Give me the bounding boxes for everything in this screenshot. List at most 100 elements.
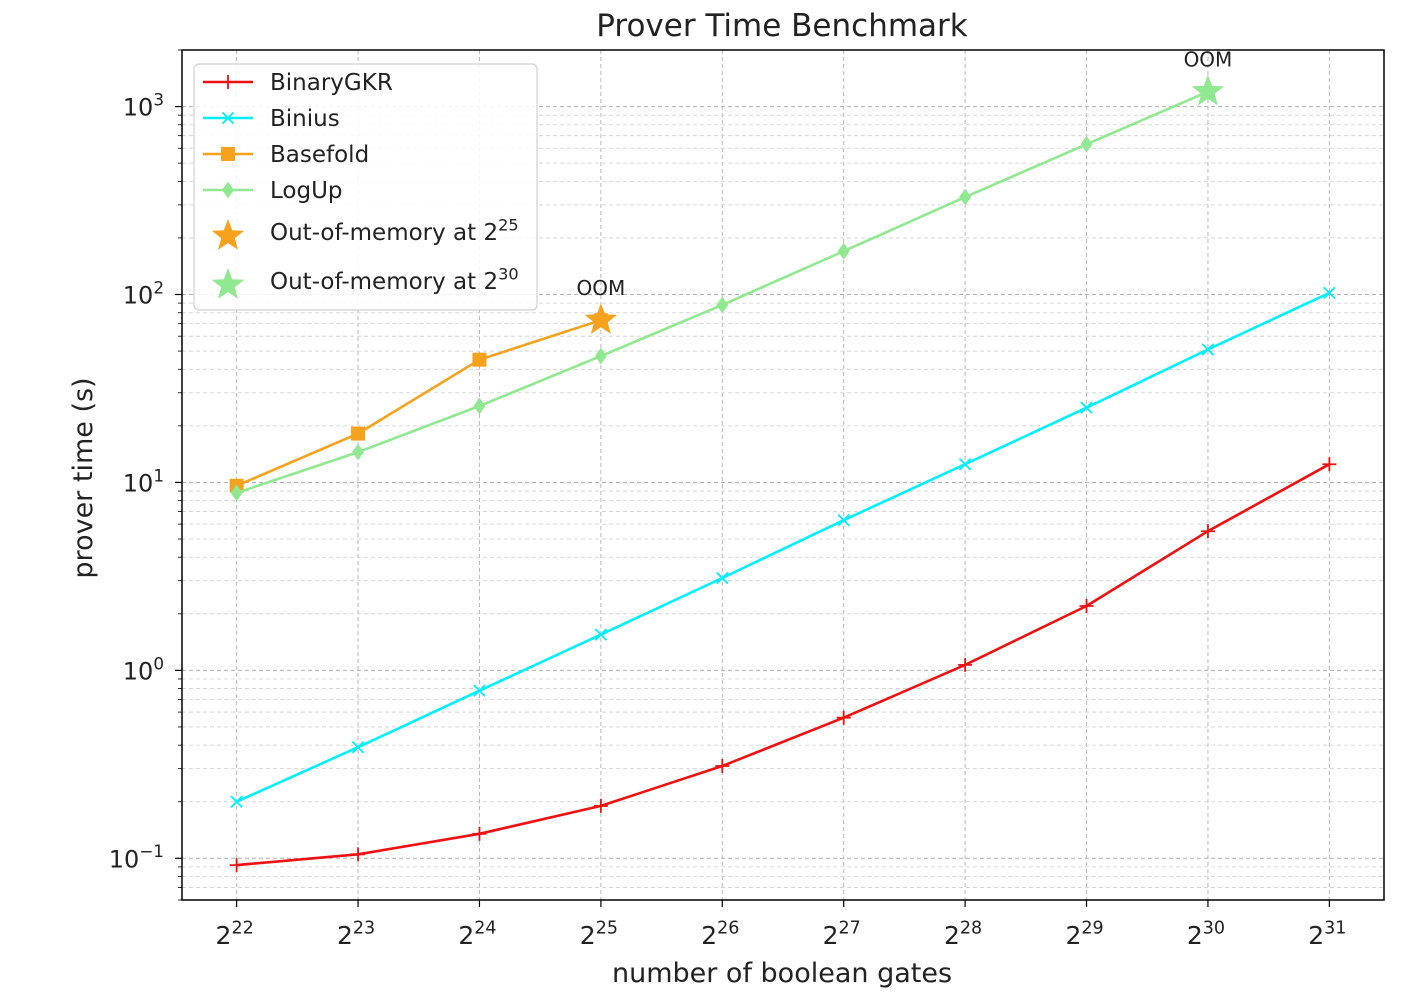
legend: BinaryGKR Binius Basefold LogUp Out-of-memor… xyxy=(193,63,538,311)
series-lines xyxy=(229,83,1337,873)
x-tick-label-base: 2 xyxy=(1065,921,1081,950)
legend-label: Basefold xyxy=(270,142,369,168)
data-point xyxy=(1080,135,1093,153)
y-tick-label-base: 10 xyxy=(123,282,154,310)
data-point xyxy=(1079,599,1094,614)
x-tick-label-exp: 24 xyxy=(474,919,496,939)
x-tick-label: 227 xyxy=(823,919,861,951)
legend-entry-logup: LogUp xyxy=(203,178,343,204)
y-tick-label-exp: 2 xyxy=(153,277,164,297)
x-tick-label-base: 2 xyxy=(216,921,232,950)
data-point xyxy=(715,758,730,773)
axis-ticks: 222 223 224 225 226 227 228 229 230 23110−1100101… xyxy=(109,49,1346,951)
data-point xyxy=(230,795,243,808)
data-point xyxy=(1080,401,1093,414)
x-tick-label: 225 xyxy=(580,919,618,951)
x-tick-label-exp: 28 xyxy=(960,919,982,939)
series-line xyxy=(236,463,1331,867)
data-point xyxy=(594,628,608,641)
data-point xyxy=(836,710,851,725)
data-point xyxy=(472,826,487,841)
y-tick-label-exp: −1 xyxy=(139,841,164,861)
data-point xyxy=(473,397,486,415)
x-tick-label-exp: 23 xyxy=(353,919,375,939)
legend-label-base: 2 xyxy=(483,269,498,295)
data-point xyxy=(473,684,486,697)
data-point xyxy=(1323,286,1336,300)
legend-entry-oom-30: Out-of-memory at 230 xyxy=(211,264,519,299)
series-binarygkr xyxy=(229,457,1337,873)
data-point xyxy=(352,443,365,461)
x-tick-label: 228 xyxy=(944,919,982,951)
legend-label-prefix: Out-of-memory at xyxy=(270,220,483,246)
legend-entry-oom-25: Out-of-memory at 225 xyxy=(211,215,519,250)
data-point xyxy=(594,347,607,365)
y-tick-label: 100 xyxy=(123,653,164,685)
x-tick-label-base: 2 xyxy=(337,921,353,950)
oom-annotation: OOM xyxy=(1184,48,1233,72)
plot-area-frame xyxy=(181,49,1385,901)
data-point xyxy=(1200,524,1215,539)
legend-label: Out-of-memory at 230 xyxy=(270,264,519,295)
data-point xyxy=(351,426,366,441)
x-tick-label: 223 xyxy=(337,919,375,951)
x-tick-label-exp: 26 xyxy=(717,919,739,939)
series-logup xyxy=(230,83,1214,502)
x-tick-label: 222 xyxy=(216,919,254,951)
x-tick-label-base: 2 xyxy=(701,921,717,950)
x-tick-label-base: 2 xyxy=(1308,921,1324,950)
legend-label: Out-of-memory at 225 xyxy=(270,215,519,246)
y-tick-label-exp: 0 xyxy=(153,653,164,673)
y-tick-label-exp: 1 xyxy=(153,465,164,485)
data-point xyxy=(1201,343,1215,356)
x-tick-label-base: 2 xyxy=(944,921,960,950)
data-point xyxy=(351,740,365,754)
x-tick-label-base: 2 xyxy=(823,921,839,950)
data-point xyxy=(837,513,850,527)
data-point xyxy=(472,352,487,367)
legend-label: LogUp xyxy=(270,178,343,204)
data-point xyxy=(1322,457,1337,472)
x-tick-label-exp: 30 xyxy=(1203,919,1225,939)
data-point xyxy=(716,571,729,585)
oom-star-marker xyxy=(584,303,617,334)
oom-annotation: OOM xyxy=(577,276,626,300)
x-tick-label: 224 xyxy=(458,919,496,951)
y-tick-label-base: 10 xyxy=(123,469,154,497)
y-tick-label-base: 10 xyxy=(123,94,154,122)
legend-marker xyxy=(221,147,235,161)
y-tick-label: 103 xyxy=(123,89,164,121)
y-axis-label: prover time (s) xyxy=(68,377,99,578)
series-basefold xyxy=(229,313,608,493)
legend-entry-basefold: Basefold xyxy=(203,142,369,168)
series-line xyxy=(236,318,602,487)
oom-annotations: OOM OOM xyxy=(577,48,1233,334)
legend-star-marker xyxy=(211,268,245,299)
legend-label-base: 2 xyxy=(483,220,498,246)
y-tick-label-base: 10 xyxy=(109,845,140,873)
series-binius xyxy=(230,286,1336,808)
y-tick-label-exp: 3 xyxy=(153,89,164,109)
x-tick-label: 230 xyxy=(1187,919,1225,951)
data-point xyxy=(351,847,366,862)
legend-label: BinaryGKR xyxy=(270,70,393,96)
data-point xyxy=(837,242,850,260)
x-tick-label-base: 2 xyxy=(580,921,596,950)
x-tick-label-base: 2 xyxy=(1187,921,1203,950)
y-tick-label-base: 10 xyxy=(123,657,154,685)
legend-marker xyxy=(221,75,235,89)
x-tick-label-exp: 22 xyxy=(231,919,253,939)
legend-star-marker xyxy=(211,219,245,250)
y-tick-label: 102 xyxy=(123,277,164,309)
y-tick-label: 101 xyxy=(123,465,164,497)
data-point xyxy=(593,798,608,813)
chart-title: Prover Time Benchmark xyxy=(596,8,968,44)
legend-label-prefix: Out-of-memory at xyxy=(270,269,483,295)
x-tick-label: 229 xyxy=(1065,919,1103,951)
legend-marker xyxy=(221,111,235,125)
legend-entry-binarygkr: BinaryGKR xyxy=(203,70,393,96)
legend-box xyxy=(193,63,538,311)
x-tick-label: 226 xyxy=(701,919,739,951)
data-point xyxy=(958,457,972,471)
